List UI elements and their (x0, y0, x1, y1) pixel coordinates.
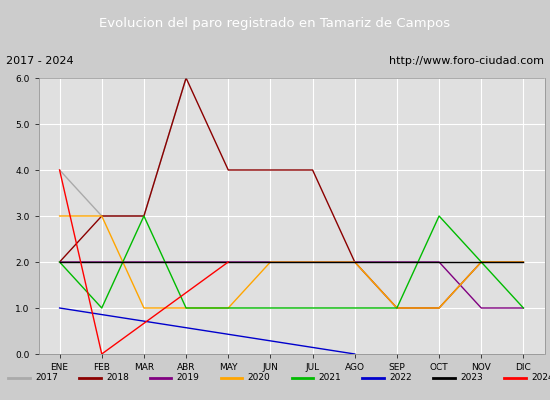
Text: Evolucion del paro registrado en Tamariz de Campos: Evolucion del paro registrado en Tamariz… (100, 18, 450, 30)
Text: 2018: 2018 (106, 374, 129, 382)
Text: 2020: 2020 (248, 374, 271, 382)
Text: 2019: 2019 (177, 374, 200, 382)
Text: 2024: 2024 (531, 374, 550, 382)
Text: 2021: 2021 (318, 374, 341, 382)
Text: 2017 - 2024: 2017 - 2024 (6, 56, 73, 66)
Text: 2022: 2022 (389, 374, 412, 382)
Text: http://www.foro-ciudad.com: http://www.foro-ciudad.com (389, 56, 544, 66)
Text: 2017: 2017 (35, 374, 58, 382)
Text: 2023: 2023 (460, 374, 483, 382)
